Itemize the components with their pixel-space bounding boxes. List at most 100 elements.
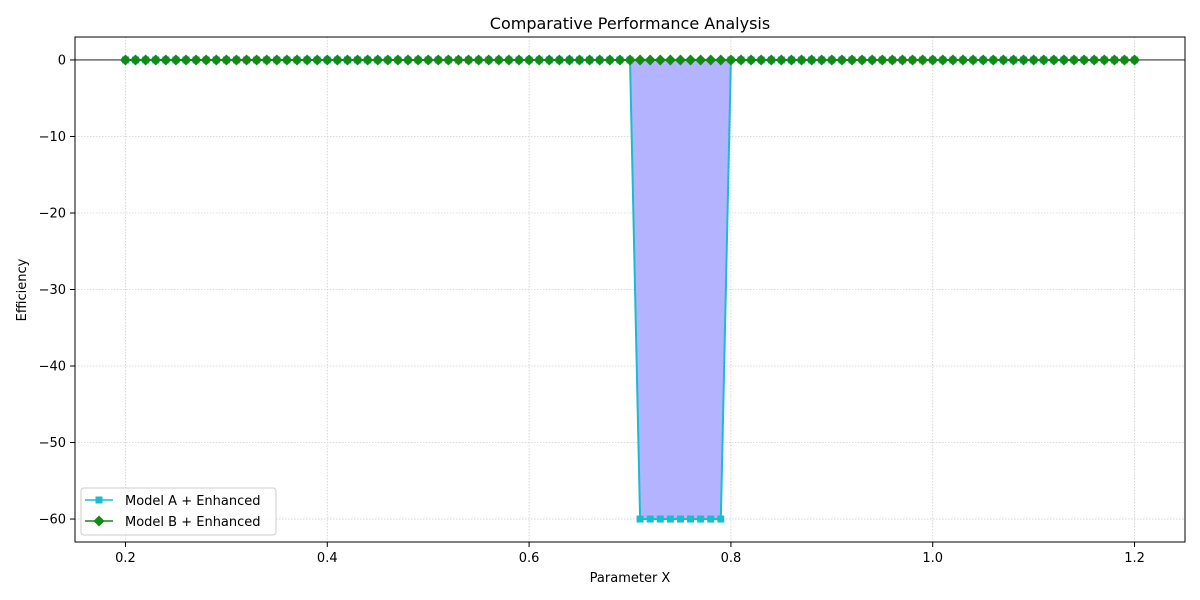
data-point-diamond (1098, 54, 1110, 66)
data-point-diamond (119, 54, 131, 66)
data-point-diamond (826, 54, 838, 66)
data-point-diamond (392, 54, 404, 66)
legend-label-model-a: Model A + Enhanced (125, 494, 261, 509)
data-point-diamond (311, 54, 323, 66)
data-point-diamond (412, 54, 424, 66)
data-point-diamond (614, 54, 626, 66)
data-point-square (646, 515, 654, 523)
data-point-diamond (1018, 54, 1030, 66)
data-point-diamond (452, 54, 464, 66)
data-point-diamond (896, 54, 908, 66)
data-point-square (717, 515, 725, 523)
data-point-diamond (291, 54, 303, 66)
data-point-diamond (321, 54, 333, 66)
data-point-diamond (947, 54, 959, 66)
x-tick-label: 0.4 (317, 551, 338, 566)
data-point-diamond (170, 54, 182, 66)
data-point-diamond (473, 54, 485, 66)
data-point-diamond (251, 54, 263, 66)
data-point-diamond (1108, 54, 1120, 66)
data-point-diamond (977, 54, 989, 66)
y-tick-label: −20 (39, 206, 66, 221)
data-point-diamond (806, 54, 818, 66)
data-point-diamond (654, 54, 666, 66)
data-point-square (666, 515, 674, 523)
data-point-diamond (917, 54, 929, 66)
data-point-diamond (422, 54, 434, 66)
legend-marker-model-b (93, 515, 105, 527)
data-point-diamond (402, 54, 414, 66)
data-point-diamond (352, 54, 364, 66)
data-point-diamond (180, 54, 192, 66)
data-point-square (687, 515, 695, 523)
data-point-square (676, 515, 684, 523)
data-point-diamond (937, 54, 949, 66)
data-point-diamond (775, 54, 787, 66)
data-point-diamond (725, 54, 737, 66)
data-point-diamond (987, 54, 999, 66)
tick-layer: 0.2 0.4 0.6 0.8 1.0 1.2 0 −10 −20 −30 −40 −50 −60 (39, 53, 1145, 566)
data-point-diamond (241, 54, 253, 66)
data-point-diamond (624, 54, 636, 66)
x-tick-label: 0.8 (721, 551, 742, 566)
data-point-diamond (735, 54, 747, 66)
chart-title: Comparative Performance Analysis (490, 14, 770, 33)
data-point-diamond (281, 54, 293, 66)
y-axis-label: Efficiency (15, 258, 30, 321)
data-point-diamond (765, 54, 777, 66)
data-point-diamond (705, 54, 717, 66)
data-point-diamond (523, 54, 535, 66)
data-point-diamond (220, 54, 232, 66)
data-point-diamond (1028, 54, 1040, 66)
data-point-diamond (584, 54, 596, 66)
y-tick-label: −60 (39, 513, 66, 528)
x-axis-label: Parameter X (590, 571, 671, 586)
series-1 (119, 54, 1141, 66)
data-point-diamond (200, 54, 212, 66)
data-point-diamond (927, 54, 939, 66)
legend-label-model-b: Model B + Enhanced (125, 515, 261, 530)
data-point-diamond (190, 54, 202, 66)
data-point-diamond (1078, 54, 1090, 66)
data-point-diamond (604, 54, 616, 66)
data-point-diamond (674, 54, 686, 66)
data-point-diamond (362, 54, 374, 66)
legend-marker-model-a (95, 496, 103, 504)
data-point-diamond (1007, 54, 1019, 66)
data-point-diamond (836, 54, 848, 66)
data-point-diamond (1129, 54, 1141, 66)
data-point-diamond (503, 54, 515, 66)
data-point-diamond (846, 54, 858, 66)
x-tick-label: 1.0 (922, 551, 943, 566)
data-point-diamond (463, 54, 475, 66)
data-point-diamond (796, 54, 808, 66)
y-tick-label: −30 (39, 283, 66, 298)
data-point-diamond (594, 54, 606, 66)
data-point-diamond (907, 54, 919, 66)
data-point-diamond (967, 54, 979, 66)
data-point-diamond (230, 54, 242, 66)
data-point-diamond (755, 54, 767, 66)
data-point-diamond (150, 54, 162, 66)
data-point-square (707, 515, 715, 523)
data-point-diamond (533, 54, 545, 66)
x-tick-label: 1.2 (1124, 551, 1145, 566)
data-point-diamond (553, 54, 565, 66)
data-point-diamond (1058, 54, 1070, 66)
data-point-diamond (493, 54, 505, 66)
data-point-diamond (130, 54, 142, 66)
data-point-diamond (301, 54, 313, 66)
data-point-diamond (1088, 54, 1100, 66)
x-tick-label: 0.6 (519, 551, 540, 566)
y-tick-label: −50 (39, 436, 66, 451)
legend-frame (80, 487, 277, 536)
data-point-diamond (816, 54, 828, 66)
data-point-diamond (644, 54, 656, 66)
data-point-diamond (341, 54, 353, 66)
data-point-diamond (957, 54, 969, 66)
data-point-diamond (261, 54, 273, 66)
data-point-diamond (140, 54, 152, 66)
data-point-diamond (432, 54, 444, 66)
y-tick-label: 0 (58, 53, 66, 68)
